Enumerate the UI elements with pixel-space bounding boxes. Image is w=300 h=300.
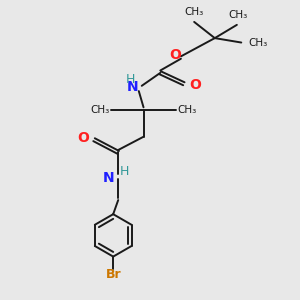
- Text: H: H: [126, 74, 135, 86]
- Text: CH₃: CH₃: [228, 10, 248, 20]
- Text: O: O: [170, 48, 182, 62]
- Text: CH₃: CH₃: [249, 38, 268, 47]
- Text: CH₃: CH₃: [90, 105, 110, 115]
- Text: N: N: [127, 80, 138, 94]
- Text: O: O: [189, 78, 201, 92]
- Text: N: N: [103, 171, 114, 185]
- Text: H: H: [120, 165, 129, 178]
- Text: CH₃: CH₃: [184, 7, 203, 17]
- Text: Br: Br: [105, 268, 121, 281]
- Text: O: O: [77, 131, 89, 145]
- Text: CH₃: CH₃: [177, 105, 196, 115]
